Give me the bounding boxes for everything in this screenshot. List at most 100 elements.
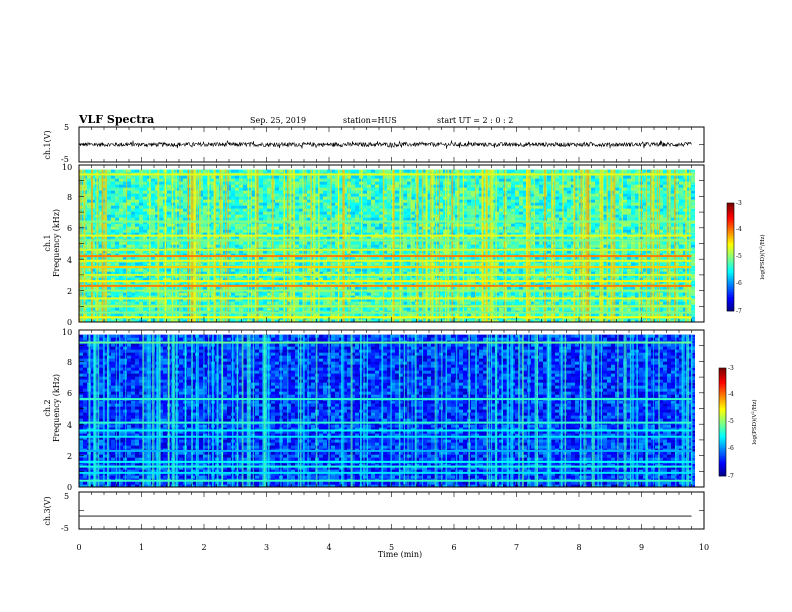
spectrogram-cell (419, 268, 423, 272)
spectrogram-cell (403, 235, 407, 239)
spectrogram-cell (183, 319, 187, 322)
spectrogram-cell (427, 256, 431, 260)
ch1-wave-ytick-bottom: -5 (61, 155, 69, 164)
spectrogram-cell (239, 169, 243, 173)
spectrogram-cell (111, 298, 115, 302)
spectrogram-cell (419, 307, 423, 311)
spectrogram-cell (427, 229, 431, 233)
spectrogram-cell (179, 181, 183, 185)
spectrogram-cell (283, 235, 287, 239)
spectrogram-cell (375, 262, 379, 266)
spectrogram-cell (319, 232, 323, 236)
spectrogram-cell (259, 205, 263, 209)
spectrogram-cell (327, 277, 331, 281)
spectrogram-cell (351, 268, 355, 272)
spectrogram-cell (247, 217, 251, 221)
spectrogram-cell (315, 262, 319, 266)
spectrogram-cell (291, 262, 295, 266)
spectrogram-cell (387, 307, 391, 311)
spectrogram-cell (335, 286, 339, 290)
spectrogram-cell (139, 175, 143, 179)
spectrogram-cell (339, 274, 343, 278)
spectrogram-cell (179, 190, 183, 194)
spectrogram-cell (263, 241, 267, 245)
spectrogram-cell (243, 169, 247, 173)
spectrogram-cell (247, 226, 251, 230)
spectrogram-cell (359, 271, 363, 275)
spectrogram-cell (267, 244, 271, 248)
spectrogram-cell (283, 169, 287, 173)
spectrogram-cell (87, 301, 91, 305)
spectrogram-cell (151, 181, 155, 185)
spectrogram-cell (355, 199, 359, 203)
spectrogram-cell (299, 250, 303, 254)
spectrogram-cell (227, 313, 231, 317)
spectrogram-cell (99, 211, 103, 215)
spectrogram-cell (459, 169, 463, 173)
spectrogram-cell (387, 226, 391, 230)
spectrogram-cell (155, 241, 159, 245)
spectrogram-cell (403, 298, 407, 302)
spectrogram-cell (183, 268, 187, 272)
spectrogram-cell (131, 298, 135, 302)
spectrogram-cell (199, 181, 203, 185)
spectrogram-cell (119, 307, 123, 311)
spectrogram-cell (403, 256, 407, 260)
spectrogram-cell (371, 211, 375, 215)
spectrogram-cell (403, 211, 407, 215)
spectrogram-cell (299, 301, 303, 305)
spectrogram-cell (295, 214, 299, 218)
spectrogram-cell (151, 277, 155, 281)
spectrogram-cell (119, 214, 123, 218)
spectrogram-cell (455, 241, 459, 245)
spectrogram-cell (315, 250, 319, 254)
spectrogram-cell (103, 232, 107, 236)
spectrogram-cell (127, 268, 131, 272)
spectrogram-cell (327, 301, 331, 305)
spectrogram-cell (91, 295, 95, 299)
spectrogram-cell (247, 271, 251, 275)
spectrogram-cell (287, 241, 291, 245)
spectrogram-cell (131, 211, 135, 215)
spectrogram-cell (275, 256, 279, 260)
spectrogram-cell (383, 313, 387, 317)
spectrogram-cell (295, 241, 299, 245)
spectrogram-cell (427, 250, 431, 254)
spectrogram-cell (267, 226, 271, 230)
spectrogram-cell (139, 298, 143, 302)
spectrogram-cell (203, 196, 207, 200)
spectrogram-cell (287, 229, 291, 233)
spectrogram-cell (411, 292, 415, 296)
spectrogram-cell (411, 307, 415, 311)
spectrogram-cell (339, 280, 343, 284)
spectrogram-cell (239, 250, 243, 254)
spectrogram-cell (315, 271, 319, 275)
spectrogram-cell (455, 226, 459, 230)
spectrogram-cell (291, 271, 295, 275)
spectrogram-cell (291, 184, 295, 188)
spectrogram-cell (211, 244, 215, 248)
spectrogram-cell (119, 193, 123, 197)
spectrogram-cell (379, 298, 383, 302)
spectrogram-cell (315, 226, 319, 230)
spectrogram-cell (283, 241, 287, 245)
spectrogram-cell (251, 217, 255, 221)
spectrogram-cell (127, 250, 131, 254)
spectrogram-cell (307, 268, 311, 272)
spectrogram-cell (99, 199, 103, 203)
spectrogram-cell (275, 208, 279, 212)
spectrogram-cell (319, 193, 323, 197)
spectrogram-cell (427, 271, 431, 275)
spectrogram-cell (99, 274, 103, 278)
spectrogram-cell (247, 187, 251, 191)
spectrogram-cell (251, 319, 255, 322)
spectrogram-cell (91, 313, 95, 317)
spectrogram-cell (115, 229, 119, 233)
spectrogram-cell (107, 298, 111, 302)
spectrogram-cell (435, 256, 439, 260)
spectrogram-cell (199, 235, 203, 239)
spectrogram-cell (335, 184, 339, 188)
spectrogram-cell (311, 175, 315, 179)
spectrogram-cell (259, 292, 263, 296)
spectrogram-cell (327, 175, 331, 179)
